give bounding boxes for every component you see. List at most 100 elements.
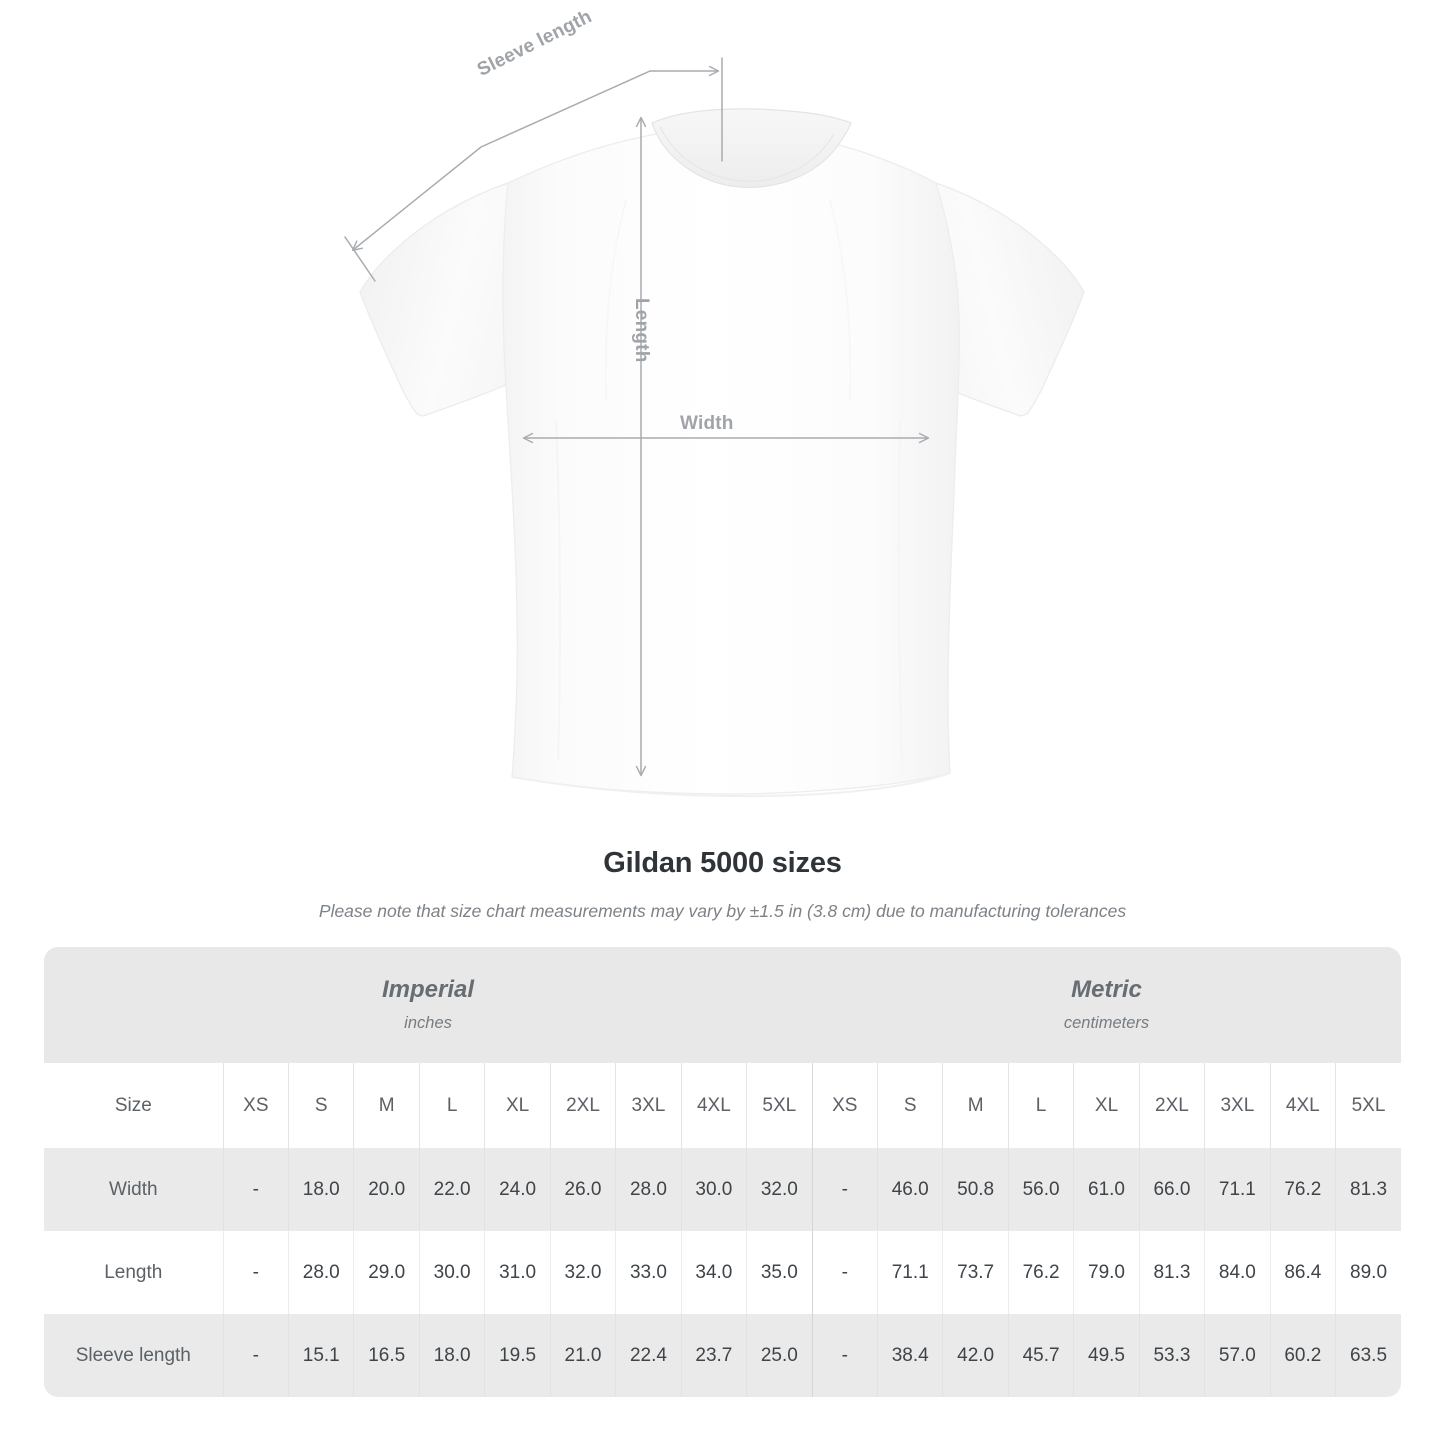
cell-imperial-5xl: 25.0 <box>746 1314 813 1397</box>
dimension-lines <box>344 57 930 777</box>
tshirt-illustration <box>344 57 1085 798</box>
column-header-imperial-5xl: 5XL <box>746 1063 813 1148</box>
column-header-metric-m: M <box>942 1063 1009 1148</box>
cell-metric-4xl: 86.4 <box>1269 1231 1336 1314</box>
cell-imperial-3xl: 33.0 <box>615 1231 682 1314</box>
row-label-sleeve-length: Sleeve length <box>44 1314 224 1397</box>
column-header-metric-5xl: 5XL <box>1335 1063 1401 1148</box>
column-header-metric-3xl: 3XL <box>1204 1063 1271 1148</box>
column-header-imperial-3xl: 3XL <box>615 1063 682 1148</box>
cell-imperial-l: 18.0 <box>418 1314 485 1397</box>
cell-metric-m: 50.8 <box>942 1148 1009 1231</box>
cell-imperial-4xl: 34.0 <box>680 1231 747 1314</box>
cell-imperial-m: 20.0 <box>353 1148 420 1231</box>
cell-metric-2xl: 81.3 <box>1138 1231 1205 1314</box>
cell-imperial-4xl: 23.7 <box>680 1314 747 1397</box>
cell-metric-xl: 49.5 <box>1073 1314 1140 1397</box>
column-header-imperial-xl: XL <box>484 1063 551 1148</box>
cell-metric-3xl: 57.0 <box>1204 1314 1271 1397</box>
row-label-width: Width <box>44 1148 224 1231</box>
cell-imperial-4xl: 30.0 <box>680 1148 747 1231</box>
unit-group-name: Metric <box>1071 975 1142 1003</box>
cell-metric-5xl: 89.0 <box>1335 1231 1401 1314</box>
cell-imperial-l: 22.0 <box>418 1148 485 1231</box>
column-header-metric-2xl: 2XL <box>1138 1063 1205 1148</box>
cell-imperial-s: 18.0 <box>288 1148 354 1231</box>
cell-imperial-3xl: 22.4 <box>615 1314 682 1397</box>
cell-metric-4xl: 60.2 <box>1269 1314 1336 1397</box>
cell-metric-xs: - <box>811 1314 878 1397</box>
chart-caption: Gildan 5000 sizes Please note that size … <box>0 845 1445 922</box>
column-header-imperial-l: L <box>418 1063 485 1148</box>
size-chart-table: Imperial inches Metric centimeters Size XS S M L… <box>44 947 1401 1397</box>
tshirt-diagram: Sleeve length Length Width <box>344 6 1085 798</box>
cell-imperial-xl: 24.0 <box>484 1148 551 1231</box>
unit-group-metric: Metric centimeters <box>812 947 1401 1063</box>
cell-metric-s: 46.0 <box>876 1148 943 1231</box>
column-header-imperial-xs: XS <box>222 1063 289 1148</box>
cell-metric-4xl: 76.2 <box>1269 1148 1336 1231</box>
cell-metric-xs: - <box>811 1231 878 1314</box>
cell-metric-2xl: 66.0 <box>1138 1148 1205 1231</box>
cell-metric-s: 38.4 <box>876 1314 943 1397</box>
column-header-imperial-4xl: 4XL <box>680 1063 747 1148</box>
cell-imperial-2xl: 32.0 <box>549 1231 616 1314</box>
cell-metric-xl: 79.0 <box>1073 1231 1140 1314</box>
cell-metric-xs: - <box>811 1148 878 1231</box>
cell-metric-3xl: 84.0 <box>1204 1231 1271 1314</box>
column-header-imperial-2xl: 2XL <box>549 1063 616 1148</box>
row-label-length: Length <box>44 1231 224 1314</box>
column-header-metric-4xl: 4XL <box>1269 1063 1336 1148</box>
cell-imperial-xs: - <box>222 1314 289 1397</box>
unit-group-name: Imperial <box>382 975 475 1003</box>
column-header-metric-l: L <box>1007 1063 1074 1148</box>
cell-imperial-2xl: 26.0 <box>549 1148 616 1231</box>
sleeve-dimension-line <box>351 70 651 252</box>
table-row: Length -28.0 29.0 30.0 31.0 32.0 33.0 34.0 35.0-… <box>44 1231 1401 1314</box>
cell-metric-m: 42.0 <box>942 1314 1009 1397</box>
cell-imperial-s: 28.0 <box>288 1231 354 1314</box>
cell-metric-l: 56.0 <box>1007 1148 1074 1231</box>
cell-imperial-m: 29.0 <box>353 1231 420 1314</box>
cell-imperial-5xl: 35.0 <box>746 1231 813 1314</box>
size-header-row: Size XS S M L XL 2XL 3XL 4XL 5XL XS S M L XL 2XL 3XL 4XL 5… <box>44 1063 1401 1148</box>
cell-imperial-xl: 31.0 <box>484 1231 551 1314</box>
column-header-size: Size <box>44 1063 224 1148</box>
sleeve-tick <box>344 236 376 282</box>
cell-imperial-m: 16.5 <box>353 1314 420 1397</box>
cell-imperial-l: 30.0 <box>418 1231 485 1314</box>
unit-group-imperial: Imperial inches <box>44 947 813 1063</box>
cell-metric-xl: 61.0 <box>1073 1148 1140 1231</box>
unit-group-subtitle: inches <box>404 1013 452 1032</box>
cell-metric-l: 76.2 <box>1007 1231 1074 1314</box>
unit-banner-row: Imperial inches Metric centimeters <box>44 947 1401 1063</box>
column-header-metric-xs: XS <box>811 1063 878 1148</box>
size-chart-table-container: Imperial inches Metric centimeters Size XS S M L… <box>44 947 1401 1397</box>
cell-metric-5xl: 81.3 <box>1335 1148 1401 1231</box>
cell-imperial-5xl: 32.0 <box>746 1148 813 1231</box>
cell-imperial-xs: - <box>222 1231 289 1314</box>
column-header-metric-xl: XL <box>1073 1063 1140 1148</box>
cell-metric-3xl: 71.1 <box>1204 1148 1271 1231</box>
cell-imperial-2xl: 21.0 <box>549 1314 616 1397</box>
length-label: Length <box>631 298 652 363</box>
cell-metric-5xl: 63.5 <box>1335 1314 1401 1397</box>
cell-metric-m: 73.7 <box>942 1231 1009 1314</box>
column-header-metric-s: S <box>876 1063 943 1148</box>
table-row: Width -18.0 20.0 22.0 24.0 26.0 28.0 30.0 32.0-4… <box>44 1148 1401 1231</box>
width-label: Width <box>680 413 734 434</box>
column-header-imperial-m: M <box>353 1063 420 1148</box>
unit-group-subtitle: centimeters <box>1063 1013 1150 1032</box>
column-header-imperial-s: S <box>288 1063 354 1148</box>
cell-metric-s: 71.1 <box>876 1231 943 1314</box>
cell-metric-2xl: 53.3 <box>1138 1314 1205 1397</box>
cell-imperial-xs: - <box>222 1148 289 1231</box>
cell-metric-l: 45.7 <box>1007 1314 1074 1397</box>
cell-imperial-s: 15.1 <box>288 1314 354 1397</box>
table-row: Sleeve length -15.1 16.5 18.0 19.5 21.0 22.4 23… <box>44 1314 1401 1397</box>
cell-imperial-xl: 19.5 <box>484 1314 551 1397</box>
tolerance-note: Please note that size chart measurements… <box>318 901 1127 921</box>
shirt-shape <box>359 108 1085 798</box>
page-title: Gildan 5000 sizes <box>603 847 842 879</box>
cell-imperial-3xl: 28.0 <box>615 1148 682 1231</box>
